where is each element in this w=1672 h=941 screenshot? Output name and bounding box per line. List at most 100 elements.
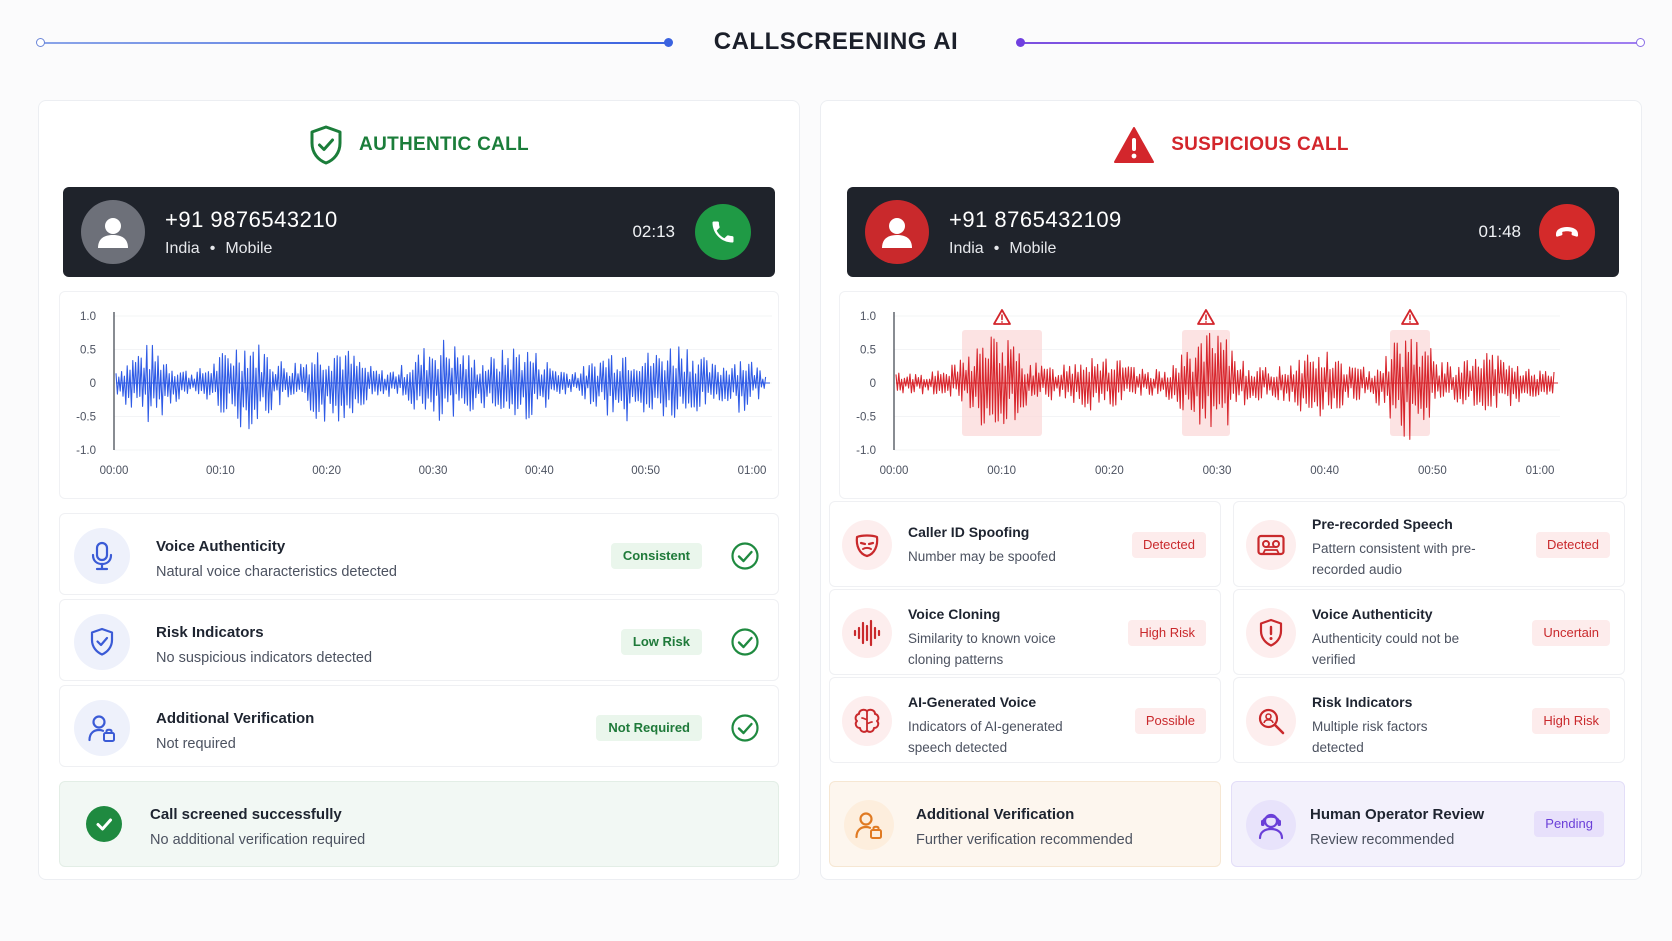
caller-location-separator: • (993, 240, 1000, 257)
check-row-risk-indicators: Risk Indicators No suspicious indicators… (59, 599, 779, 681)
check-circle-icon (731, 542, 759, 570)
search-risk-icon (1258, 708, 1285, 735)
finding-title: Risk Indicators (1312, 694, 1413, 710)
result-subtitle: No additional verification required (150, 832, 366, 848)
additional-verification-card: Additional Verification Further verifica… (829, 781, 1221, 867)
header-rule-right (1020, 42, 1642, 44)
check-icon-holder (74, 614, 130, 670)
y-tick-label: 1.0 (80, 311, 96, 323)
authentic-call-title: AUTHENTIC CALL (359, 134, 529, 155)
status-badge: High Risk (1128, 620, 1206, 646)
suspicious-call-heading: SUSPICIOUS CALL (821, 123, 1641, 167)
tape-icon (1257, 534, 1285, 556)
verification-title: Additional Verification (916, 806, 1075, 823)
x-tick-label: 00:40 (1310, 465, 1339, 477)
status-badge: Possible (1134, 708, 1206, 734)
end-call-button[interactable] (1539, 204, 1595, 260)
finding-card-caller-id-spoofing: Caller ID Spoofing Number may be spoofed… (829, 501, 1221, 587)
finding-card-voice-cloning: Voice Cloning Similarity to known voice … (829, 589, 1221, 675)
header: CALLSCREENING AI (0, 22, 1672, 66)
avatar (865, 200, 929, 264)
finding-card-ai-generated-voice: AI-Generated Voice Indicators of AI-gene… (829, 677, 1221, 763)
check-circle-icon (731, 714, 759, 742)
y-tick-label: -0.5 (76, 412, 96, 424)
waveform-svg: 1.0 0.5 0 -0.5 -1.0 00:00 00:10 00:20 00:30 00:40… (856, 309, 1560, 477)
finding-subtitle: Similarity to known voice cloning patter… (908, 631, 1056, 667)
x-tick-label: 00:10 (987, 465, 1016, 477)
finding-title: Voice Authenticity (1312, 606, 1433, 622)
page-title: CALLSCREENING AI (713, 28, 959, 55)
x-tick-label: 00:50 (631, 465, 660, 477)
x-tick-label: 01:00 (1526, 465, 1555, 477)
finding-icon-holder (1246, 608, 1296, 658)
call-duration: 02:13 (632, 222, 675, 241)
user-lock-icon (88, 715, 115, 742)
brain-icon (854, 708, 880, 733)
headset-agent-icon (1258, 813, 1284, 840)
checkmark-icon (96, 818, 112, 831)
caller-bar: +91 8765432109 India • Mobile 01:48 (847, 187, 1619, 277)
y-tick-label: 0 (870, 378, 876, 390)
finding-title: Caller ID Spoofing (908, 524, 1030, 540)
caller-line-type: Mobile (1009, 240, 1057, 257)
finding-subtitle: Multiple risk factors detected (1312, 719, 1428, 755)
header-dot (1636, 38, 1645, 47)
check-subtitle: No suspicious indicators detected (156, 650, 373, 666)
review-icon-holder (1246, 800, 1296, 850)
caller-line-type: Mobile (225, 240, 273, 257)
authentic-call-panel: AUTHENTIC CALL +91 9876543210 India • Mobi… (38, 100, 800, 880)
check-title: Additional Verification (156, 710, 315, 727)
status-badge: Detected (1131, 532, 1206, 558)
finding-card-risk-indicators: Risk Indicators Multiple risk factors de… (1233, 677, 1625, 763)
finding-subtitle: Number may be spoofed (908, 549, 1056, 564)
verification-subtitle: Further verification recommended (916, 832, 1133, 848)
verification-icon-holder (844, 800, 894, 850)
check-icon-holder (74, 700, 130, 756)
caller-number: +91 9876543210 (165, 207, 338, 232)
suspicious-call-title: SUSPICIOUS CALL (1171, 134, 1349, 155)
y-tick-label: 0.5 (860, 345, 876, 357)
caller-number: +91 8765432109 (949, 207, 1122, 232)
shield-check-icon (90, 627, 114, 656)
y-tick-label: -1.0 (76, 445, 96, 457)
check-circle-icon (731, 628, 759, 656)
waveform-signal (115, 339, 767, 430)
finding-title: Pre-recorded Speech (1312, 516, 1453, 532)
shield-check-icon (310, 125, 342, 165)
review-subtitle: Review recommended (1310, 832, 1455, 848)
finding-subtitle: Pattern consistent with pre-recorded aud… (1312, 541, 1476, 577)
finding-icon-holder (1246, 696, 1296, 746)
waveform-signal (895, 332, 1555, 440)
finding-icon-holder (1246, 520, 1296, 570)
check-title: Risk Indicators (156, 624, 264, 641)
status-badge: High Risk (1532, 708, 1610, 734)
x-tick-label: 00:20 (1095, 465, 1124, 477)
status-badge: Uncertain (1532, 620, 1610, 646)
check-title: Voice Authenticity (156, 538, 286, 555)
x-tick-label: 00:00 (880, 465, 909, 477)
call-duration: 01:48 (1478, 222, 1521, 241)
finding-title: Voice Cloning (908, 606, 1001, 622)
x-tick-label: 00:50 (1418, 465, 1447, 477)
caller-bar: +91 9876543210 India • Mobile 02:13 (63, 187, 775, 277)
x-tick-label: 00:30 (1203, 465, 1232, 477)
y-tick-label: 1.0 (860, 311, 876, 323)
avatar (81, 200, 145, 264)
x-tick-label: 00:20 (312, 465, 341, 477)
check-row-additional-verification: Additional Verification Not required Not… (59, 685, 779, 767)
status-badge: Low Risk (620, 629, 702, 655)
caller-country: India (165, 240, 200, 257)
waveform-svg: 1.0 0.5 0 -0.5 -1.0 00:00 00:10 00:20 00:30 00:40… (76, 311, 772, 477)
human-review-card: Human Operator Review Review recommended… (1231, 781, 1625, 867)
finding-icon-holder (842, 696, 892, 746)
x-tick-label: 00:30 (419, 465, 448, 477)
status-badge: Pending (1534, 811, 1604, 837)
user-lock-icon (855, 812, 882, 839)
header-dot (36, 38, 45, 47)
screening-result-banner: Call screened successfully No additional… (59, 781, 779, 867)
answer-call-button[interactable] (695, 204, 751, 260)
warning-triangle-icon (1114, 127, 1155, 163)
mask-icon (855, 534, 879, 558)
user-icon (98, 218, 128, 248)
